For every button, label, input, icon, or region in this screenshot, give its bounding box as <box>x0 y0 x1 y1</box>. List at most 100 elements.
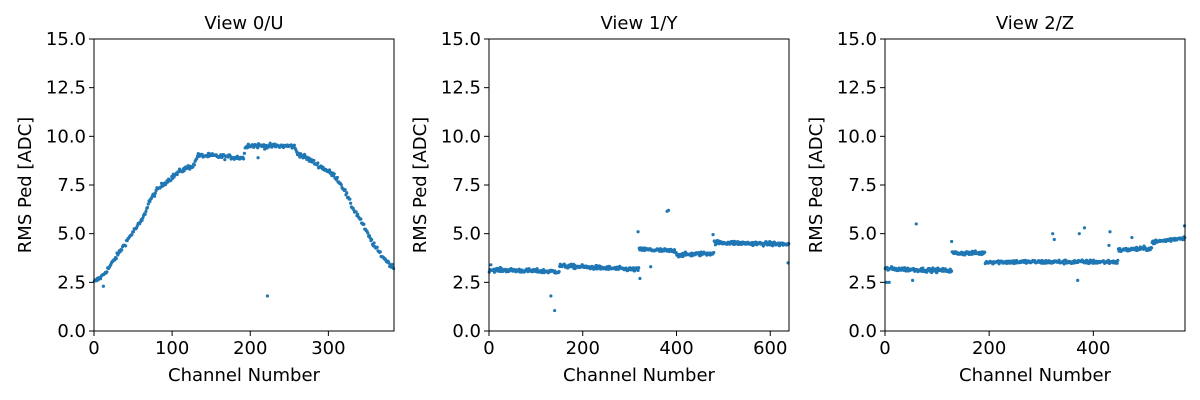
data-point <box>356 212 360 216</box>
data-point-outlier <box>1051 232 1055 236</box>
data-point <box>99 277 103 281</box>
data-point-outlier <box>666 208 671 212</box>
x-axis-label: Channel Number <box>168 365 321 386</box>
data-point-outlier <box>1052 237 1056 242</box>
y-tick-label: 0.0 <box>57 321 86 342</box>
panel-0: View 0/U 0.0 2.5 5.0 7.5 10.0 12.5 15.0 0 100 200 3… <box>15 13 396 386</box>
data-point <box>1057 258 1061 262</box>
data-point <box>114 256 118 261</box>
data-point <box>182 169 186 173</box>
data-point <box>152 194 157 198</box>
data-point-outlier <box>489 263 493 267</box>
data-point <box>335 175 339 180</box>
data-point <box>637 266 641 270</box>
y-tick-label: 12.5 <box>441 78 481 99</box>
data-point <box>359 217 363 221</box>
data-point <box>124 244 128 248</box>
y-tick-label: 15.0 <box>46 29 86 50</box>
x-tick-label: 0 <box>88 338 99 359</box>
y-tick-label: 7.5 <box>848 175 877 196</box>
data-point <box>195 157 199 161</box>
data-point <box>153 191 157 195</box>
data-point <box>105 270 109 274</box>
data-point-outlier <box>553 308 557 313</box>
data-point <box>131 230 136 234</box>
data-point-outlier <box>101 284 105 288</box>
data-point <box>372 241 376 245</box>
data-point-outlier <box>711 233 715 237</box>
data-point-outlier <box>950 239 954 244</box>
y-tick-label: 2.5 <box>452 272 481 293</box>
data-point <box>636 268 640 272</box>
data-point-outlier <box>884 280 889 284</box>
data-point <box>242 151 246 155</box>
data-point <box>292 143 296 147</box>
data-point <box>362 222 366 226</box>
data-point-outlier <box>887 280 891 284</box>
data-point <box>1149 246 1154 250</box>
data-point-outlier <box>638 276 642 281</box>
x-tick-label: 400 <box>659 338 693 359</box>
data-point <box>921 266 925 270</box>
y-tick-label: 10.0 <box>46 126 86 147</box>
data-point <box>312 158 316 163</box>
data-point <box>366 231 370 235</box>
data-point <box>354 210 358 214</box>
x-tick-label: 100 <box>155 338 189 359</box>
data-point-outlier <box>549 294 553 298</box>
data-point-outlier <box>1108 230 1112 234</box>
data-point <box>327 168 332 172</box>
data-point <box>1091 258 1096 262</box>
chart-title: View 2/Z <box>996 13 1074 34</box>
data-point <box>175 172 179 177</box>
chart-title: View 1/Y <box>601 13 679 34</box>
y-tick-label: 10.0 <box>441 126 481 147</box>
y-tick-label: 5.0 <box>848 224 877 245</box>
data-point <box>146 202 150 206</box>
data-point <box>144 209 148 213</box>
data-point <box>140 218 144 222</box>
data-point-outlier <box>911 278 915 282</box>
data-point <box>349 201 353 205</box>
data-point <box>192 163 196 167</box>
y-tick-label: 15.0 <box>441 29 481 50</box>
data-points <box>883 222 1187 284</box>
x-tick-label: 0 <box>879 338 890 359</box>
data-point-outlier <box>1082 226 1087 230</box>
data-point <box>148 200 152 204</box>
data-point-outlier <box>1182 224 1187 228</box>
data-point <box>345 191 349 195</box>
y-tick-label: 10.0 <box>837 126 877 147</box>
x-tick-label: 400 <box>1076 338 1110 359</box>
y-tick-label: 0.0 <box>452 321 481 342</box>
plot-frame <box>93 38 395 332</box>
y-axis-label: RMS Ped [ADC] <box>15 117 36 253</box>
data-point <box>321 165 325 170</box>
y-axis-label: RMS Ped [ADC] <box>410 117 431 253</box>
data-point <box>130 233 134 237</box>
y-tick-label: 5.0 <box>452 224 481 245</box>
x-axis-label: Channel Number <box>563 365 716 386</box>
y-tick-label: 2.5 <box>848 272 877 293</box>
x-tick-label: 0 <box>483 338 494 359</box>
data-point-outlier <box>649 265 653 269</box>
data-point <box>348 197 352 201</box>
y-tick-label: 7.5 <box>57 175 86 196</box>
data-point <box>143 212 147 216</box>
data-point <box>223 158 227 162</box>
data-point <box>339 183 343 187</box>
panel-2: View 2/Z 0.0 2.5 5.0 7.5 10.0 12.5 15.0 0 200 400 C… <box>806 13 1187 386</box>
data-point <box>378 250 382 254</box>
x-tick-label: 300 <box>311 338 345 359</box>
y-tick-label: 12.5 <box>46 78 86 99</box>
data-point <box>375 245 379 249</box>
data-point-outlier <box>1076 278 1080 282</box>
y-tick-label: 15.0 <box>837 29 877 50</box>
data-points <box>487 208 791 313</box>
data-point <box>302 152 307 157</box>
x-tick-label: 200 <box>972 338 1006 359</box>
y-axis-label: RMS Ped [ADC] <box>806 117 827 253</box>
data-point <box>334 178 339 182</box>
data-point-outlier <box>1077 232 1081 236</box>
